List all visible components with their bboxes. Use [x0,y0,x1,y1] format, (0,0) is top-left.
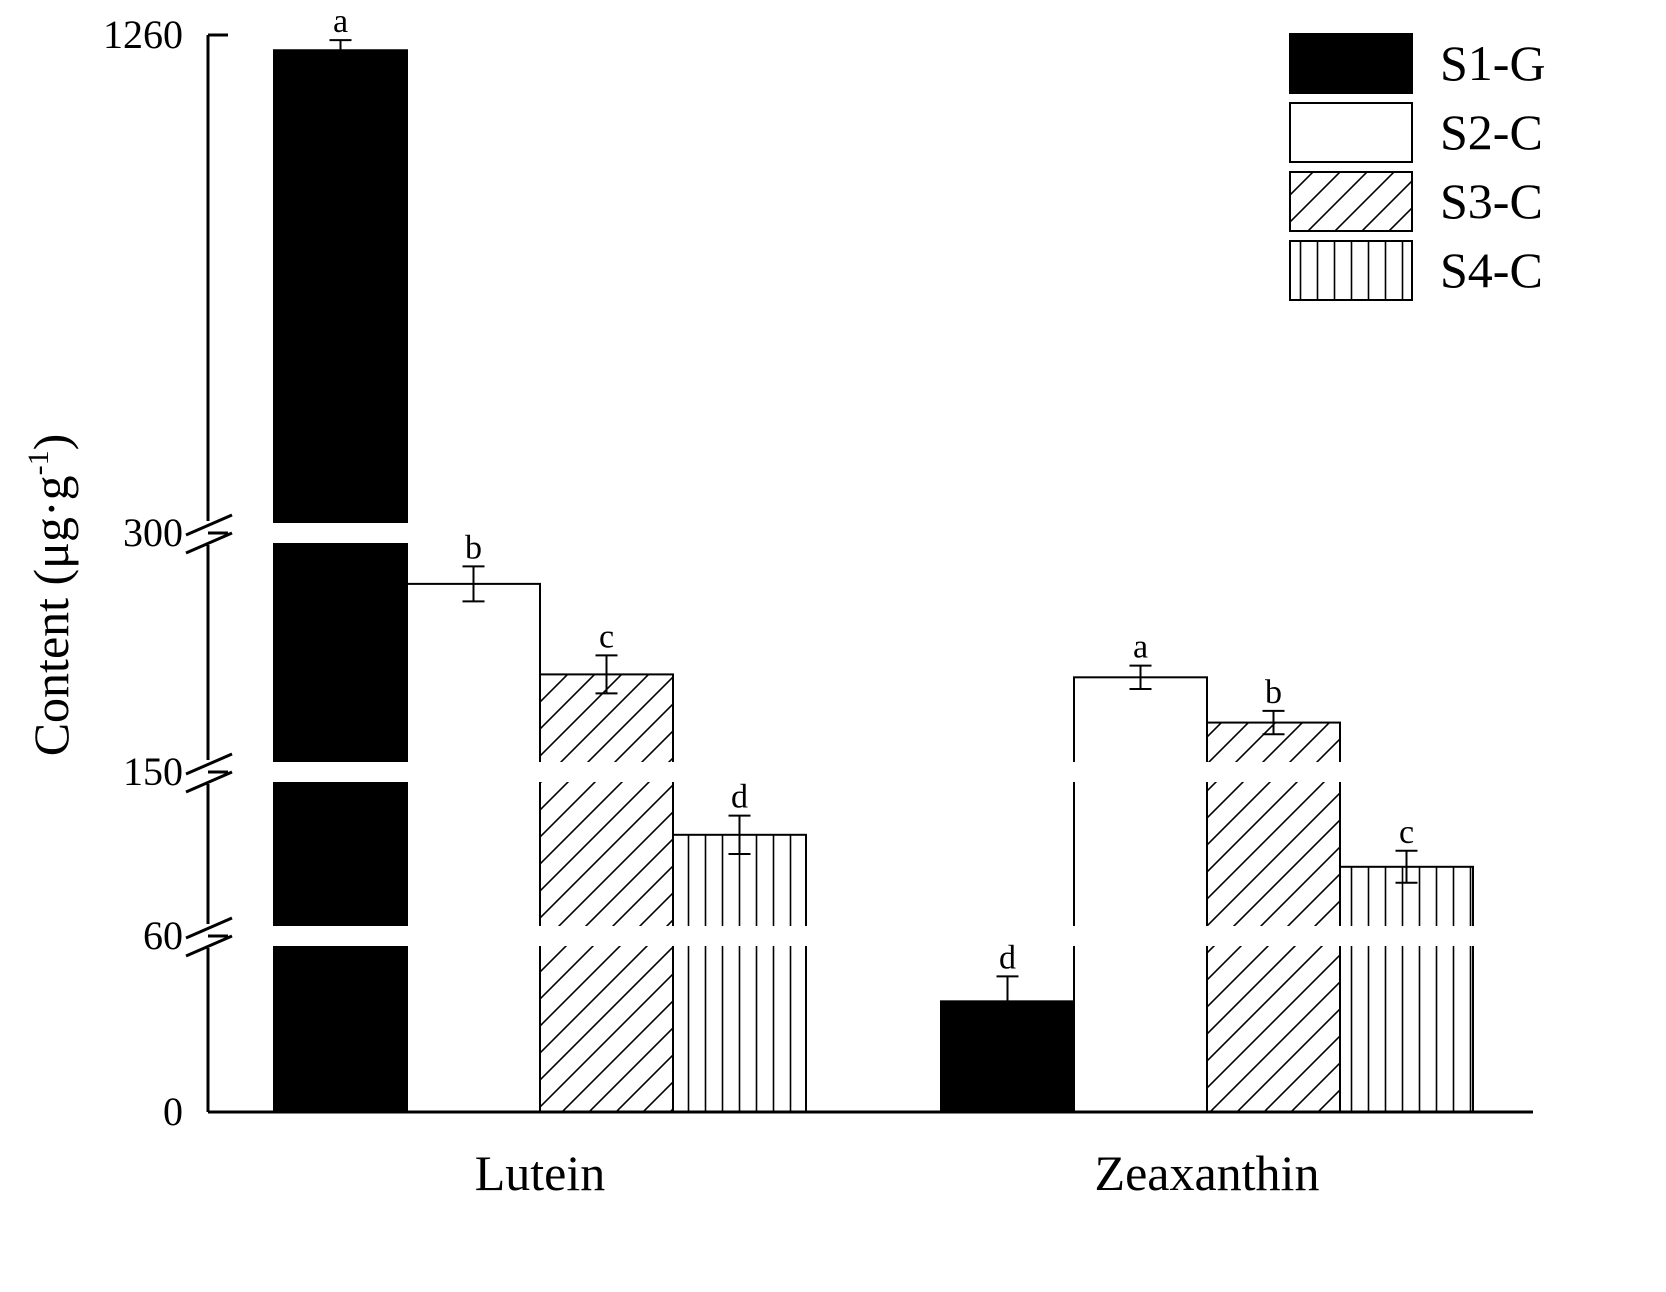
bar-s2-c-lutein [406,582,541,1113]
bar-s4-c-zeaxanthin [1339,865,1474,1113]
y-ticks: 0 60 150 300 1260 [103,12,228,1134]
break-mark-upper-3 [185,916,233,940]
legend-label-s2-c: S2-C [1440,104,1543,160]
break-gap-2 [210,762,1545,782]
break-mark-lower-2 [185,770,233,794]
bar-s4-c-lutein [672,833,807,1113]
break-mark-upper-1 [185,513,233,537]
legend: S1-G S2-C S3-C S4-C [1289,33,1546,301]
y-tick-label-1260: 1260 [103,12,183,57]
legend-swatch-s2-c [1289,102,1413,163]
legend-swatch-s1-g [1289,33,1413,94]
error-bars: a b c d d a b c [329,3,1418,1027]
y-tick-label-60: 60 [143,913,183,958]
significance-letter-s4-c-lutein: d [731,779,748,816]
significance-letter-s2-c-lutein: b [465,529,482,566]
significance-letter-s2-c-zeaxanthin: a [1133,629,1148,666]
break-mark-lower-3 [185,934,233,958]
break-mark-lower-1 [185,531,233,555]
bar-s2-c-zeaxanthin [1073,676,1208,1113]
legend-swatch-s3-c [1289,171,1413,232]
y-axis-title-main: Content (μg·g [23,475,79,756]
legend-label-s1-g: S1-G [1440,35,1546,91]
legend-swatch-s4-c [1289,240,1413,301]
bar-s3-c-lutein [539,673,674,1114]
y-axis-title-superscript: -1 [22,450,55,475]
y-axis-title: Content (μg·g-1) [22,434,79,757]
significance-letter-s3-c-zeaxanthin: b [1265,674,1282,711]
significance-letter-s1-g-lutein: a [333,3,348,40]
x-category-label-lutein: Lutein [475,1145,606,1201]
significance-letter-s4-c-zeaxanthin: c [1399,814,1414,851]
break-gap-3 [210,926,1545,946]
y-axis-title-close: ) [23,434,79,451]
y-tick-label-300: 300 [123,510,183,555]
legend-label-s4-c: S4-C [1440,242,1543,298]
x-category-label-zeaxanthin: Zeaxanthin [1095,1145,1320,1201]
y-tick-label-0: 0 [163,1089,183,1134]
y-tick-label-150: 150 [123,749,183,794]
bars [273,49,1474,1114]
bar-s1-g-lutein [273,49,408,1113]
legend-label-s3-c: S3-C [1440,173,1543,229]
significance-letter-s1-g-zeaxanthin: d [999,939,1016,976]
x-axis: Lutein Zeaxanthin [208,1110,1533,1201]
significance-letter-s3-c-lutein: c [599,618,614,655]
break-mark-upper-2 [185,752,233,776]
break-gap-1 [210,523,1545,543]
